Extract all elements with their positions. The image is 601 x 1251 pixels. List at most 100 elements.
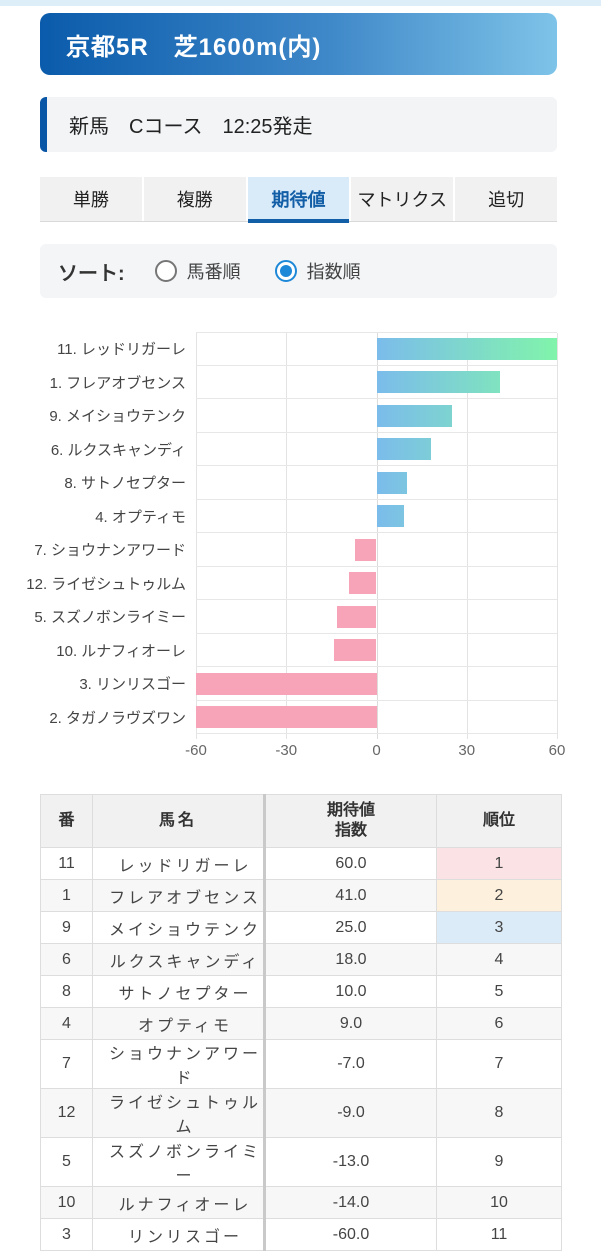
table-row: 8 サトノセプター 10.0 5 (40, 975, 562, 1008)
tab-bar: 単勝 複勝 期待値 マトリクス 追切 (40, 177, 557, 223)
tab-5[interactable]: 追切 (455, 177, 557, 221)
chart-bar (337, 605, 377, 628)
cell-expected-value: -13.0 (263, 1137, 437, 1187)
x-tick-label: 30 (458, 742, 476, 759)
tab-2[interactable]: 複勝 (143, 177, 246, 221)
chart-bar (196, 706, 377, 728)
cell-expected-value: -9.0 (263, 1088, 437, 1138)
chart-row: 5. スズノボンライミー (34, 600, 557, 634)
chart-row-label: 8. サトノセプター (64, 475, 186, 493)
cell-horse-name: レッドリガーレ (92, 847, 265, 880)
tab-4[interactable]: マトリクス (351, 177, 454, 221)
cell-horse-name: ルナフィオーレ (92, 1186, 265, 1219)
sort-radio-1[interactable]: 馬番順 (154, 258, 241, 284)
x-tick-label: 0 (372, 742, 381, 759)
cell-expected-value: 9.0 (263, 1007, 437, 1040)
gridline-60 (557, 333, 558, 739)
table-row: 4 オプティモ 9.0 6 (40, 1007, 562, 1040)
cell-horse-number: 10 (40, 1186, 93, 1219)
x-tick-label: 60 (548, 742, 566, 759)
expected-value-table: 番 馬名 期待値 指数 順位 11 レッドリガーレ 60.0 1 1 フレアオブセンス 41… (40, 794, 562, 1251)
chart-bar (349, 572, 377, 594)
cell-rank: 7 (436, 1039, 562, 1089)
table-row: 3 リンリスゴー -60.0 11 (40, 1218, 562, 1251)
radio-unselected-icon[interactable] (154, 260, 177, 282)
chart-bar (196, 672, 377, 695)
gridline-0 (376, 333, 378, 739)
chart-row-label: 9. メイショウテンク (49, 408, 186, 426)
top-accent-strip (0, 0, 601, 6)
gridline--60 (196, 333, 197, 739)
chart-bar (376, 404, 452, 427)
cell-expected-value: 10.0 (263, 975, 437, 1008)
table-row: 10 ルナフィオーレ -14.0 10 (40, 1186, 562, 1219)
chart-row: 9. メイショウテンク (40, 399, 557, 433)
sort-radio-2[interactable]: 指数順 (274, 258, 361, 284)
cell-horse-number: 5 (40, 1137, 93, 1187)
tab-1[interactable]: 単勝 (40, 177, 142, 221)
expected-value-chart: 11. レッドリガーレ 1. フレアオブセンス 9. メイショウテンク 6. ルクスキ… (26, 332, 565, 767)
cell-horse-number: 8 (40, 975, 93, 1008)
cell-horse-name: リンリスゴー (92, 1218, 265, 1251)
cell-rank: 1 (436, 847, 562, 880)
cell-expected-value: -14.0 (263, 1186, 437, 1219)
cell-horse-number: 9 (40, 911, 93, 944)
chart-row: 7. ショウナンアワード (34, 533, 557, 567)
chart-bar-area (196, 500, 557, 533)
cell-horse-name: フレアオブセンス (92, 879, 265, 912)
chart-bar-area (196, 634, 557, 667)
cell-rank: 3 (436, 911, 562, 944)
cell-horse-number: 7 (40, 1039, 93, 1089)
chart-row: 4. オプティモ (40, 500, 557, 533)
chart-row-label: 1. フレアオブセンス (49, 374, 186, 392)
chart-row: 3. リンリスゴー (40, 667, 557, 701)
chart-row: 12. ライゼシュトゥルム (26, 567, 557, 600)
chart-row-label: 5. スズノボンライミー (34, 609, 186, 627)
chart-row: 6. ルクスキャンディ (40, 433, 557, 466)
chart-row-label: 11. レッドリガーレ (57, 341, 186, 359)
race-title: 京都5R 芝1600m(内) (66, 33, 322, 61)
cell-expected-value: 41.0 (263, 879, 437, 912)
table-row: 7 ショウナンアワード -7.0 7 (40, 1039, 562, 1089)
chart-row: 11. レッドリガーレ (40, 332, 557, 366)
cell-horse-number: 3 (40, 1218, 93, 1251)
cell-expected-value: 25.0 (263, 911, 437, 944)
cell-horse-name: ルクスキャンディ (92, 943, 265, 976)
chart-bar-area (196, 600, 557, 634)
table-row: 5 スズノボンライミー -13.0 9 (40, 1137, 562, 1187)
chart-bar-area (196, 399, 557, 433)
chart-row-label: 4. オプティモ (95, 508, 186, 526)
race-info-text: 新馬 Cコース 12:25発走 (69, 116, 313, 138)
chart-bar-area (196, 667, 557, 701)
race-header: 京都5R 芝1600m(内) (40, 13, 557, 75)
cell-rank: 6 (436, 1007, 562, 1040)
cell-rank: 2 (436, 879, 562, 912)
cell-horse-number: 6 (40, 943, 93, 976)
chart-bar (376, 471, 407, 494)
chart-row-label: 2. タガノラヴズワン (49, 709, 186, 727)
sort-options: 馬番順 指数順 (154, 258, 361, 284)
x-tick-label: -60 (185, 742, 207, 759)
table-row: 1 フレアオブセンス 41.0 2 (40, 879, 562, 912)
cell-expected-value: 18.0 (263, 943, 437, 976)
cell-horse-name: スズノボンライミー (92, 1137, 265, 1187)
col-header-rank: 順位 (436, 794, 562, 848)
chart-bar-area (196, 567, 557, 600)
cell-horse-number: 1 (40, 879, 93, 912)
cell-expected-value: -7.0 (263, 1039, 437, 1089)
chart-row: 10. ルナフィオーレ (40, 634, 557, 667)
table-row: 9 メイショウテンク 25.0 3 (40, 911, 562, 944)
table-header-row: 番 馬名 期待値 指数 順位 (40, 794, 562, 848)
chart-row-label: 7. ショウナンアワード (34, 542, 186, 560)
radio-selected-icon[interactable] (274, 260, 297, 282)
chart-row: 2. タガノラヴズワン (40, 701, 557, 734)
chart-bar (355, 538, 377, 561)
cell-horse-name: ライゼシュトゥルム (92, 1088, 265, 1138)
chart-bar (334, 639, 377, 661)
cell-horse-name: サトノセプター (92, 975, 265, 1008)
cell-horse-number: 4 (40, 1007, 93, 1040)
cell-rank: 4 (436, 943, 562, 976)
tab-3[interactable]: 期待値 (247, 177, 350, 223)
cell-rank: 8 (436, 1088, 562, 1138)
cell-horse-number: 12 (40, 1088, 93, 1138)
